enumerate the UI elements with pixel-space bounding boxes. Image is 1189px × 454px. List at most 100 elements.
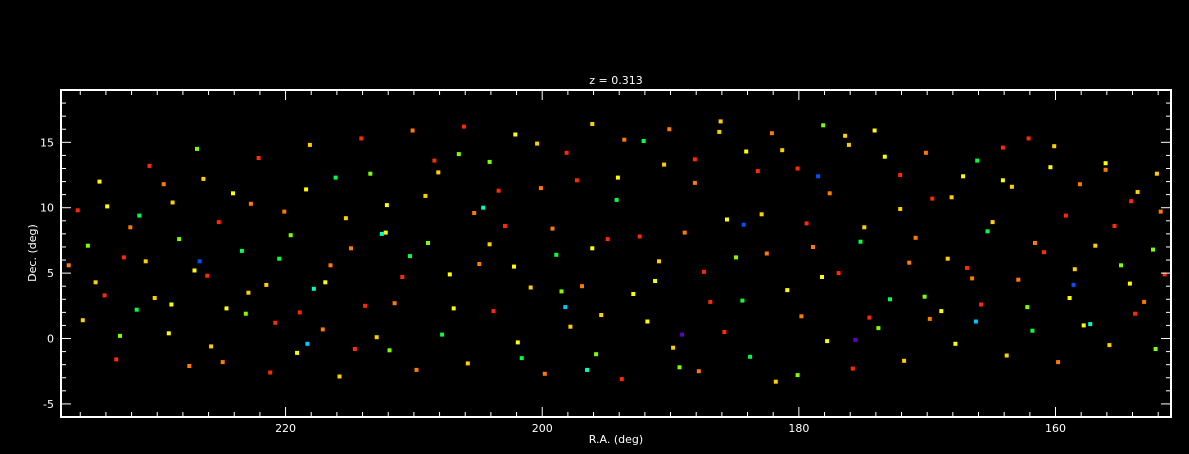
data-point (605, 237, 610, 242)
data-point (295, 350, 300, 355)
data-point (349, 246, 353, 251)
data-point (662, 162, 667, 167)
data-point (496, 188, 501, 193)
data-point (619, 377, 624, 382)
data-point (134, 307, 139, 312)
data-point (1133, 311, 1138, 316)
data-point (105, 204, 110, 209)
data-point (1030, 328, 1035, 333)
data-point (850, 366, 855, 371)
data-point (66, 263, 71, 268)
data-point (722, 330, 727, 334)
data-point (741, 222, 746, 227)
data-point (243, 311, 248, 316)
data-point (465, 361, 470, 366)
data-point (320, 327, 325, 332)
data-point (128, 225, 133, 230)
chart-title: z = 0.313 (589, 74, 642, 87)
y-tick-label: -5 (43, 398, 54, 411)
data-point (867, 315, 872, 320)
data-point (408, 254, 412, 259)
data-point (939, 309, 944, 314)
data-point (696, 369, 701, 374)
data-point (166, 331, 171, 336)
data-point (337, 374, 342, 379)
data-point (205, 273, 210, 278)
data-point (224, 306, 229, 311)
data-point (671, 345, 676, 350)
data-point (1042, 250, 1046, 255)
data-point (1033, 241, 1037, 245)
data-point (785, 288, 790, 293)
data-point (953, 341, 958, 346)
data-point (740, 298, 745, 303)
data-point (1107, 343, 1112, 348)
data-point (876, 326, 881, 331)
data-point (820, 275, 824, 279)
data-point (1026, 136, 1031, 141)
data-point (423, 193, 428, 198)
data-point (374, 335, 379, 340)
data-point (641, 139, 646, 143)
data-point (1135, 190, 1140, 194)
data-point (432, 158, 437, 163)
data-point (585, 367, 590, 372)
data-point (118, 333, 122, 338)
data-point (559, 289, 564, 294)
data-point (1088, 322, 1093, 327)
data-point (515, 340, 520, 345)
data-point (477, 262, 482, 266)
data-point (554, 252, 559, 257)
data-point (447, 272, 452, 277)
data-point (590, 122, 595, 126)
data-point (888, 297, 892, 302)
data-point (451, 306, 456, 311)
x-tick-label: 160 (1045, 422, 1066, 435)
x-tick-label: 200 (532, 422, 553, 435)
data-point (692, 157, 697, 162)
data-point (846, 142, 851, 147)
data-point (725, 217, 729, 222)
data-point (80, 318, 85, 323)
data-point (755, 169, 760, 174)
data-point (1142, 299, 1147, 304)
data-point (268, 370, 273, 375)
data-point (201, 176, 206, 181)
data-point (677, 365, 682, 370)
data-point (1048, 165, 1053, 170)
data-point (1025, 305, 1030, 310)
data-point (170, 200, 175, 205)
data-point (1009, 184, 1014, 189)
data-point (379, 231, 384, 236)
data-point (843, 133, 848, 138)
data-point (985, 229, 990, 234)
data-point (898, 173, 903, 177)
data-point (503, 224, 507, 228)
data-point (121, 255, 126, 260)
data-point (359, 136, 364, 141)
data-point (239, 248, 244, 253)
data-point (152, 296, 157, 300)
data-point (718, 119, 723, 124)
data-point (304, 187, 309, 192)
tick-labels: 220 200 180 160 -5 0 5 10 15 (40, 136, 1066, 435)
data-point (1151, 247, 1155, 252)
data-point (273, 320, 278, 325)
data-point (472, 211, 477, 215)
data-point (248, 201, 253, 206)
data-point (748, 354, 753, 359)
data-point (102, 293, 107, 298)
data-point (965, 265, 969, 270)
data-point (825, 339, 830, 344)
data-point (827, 191, 832, 196)
data-point (759, 212, 764, 217)
data-point (927, 316, 932, 321)
data-point (519, 356, 524, 361)
data-point (979, 302, 984, 307)
data-point (907, 260, 912, 265)
plot-frame (60, 89, 1172, 418)
data-point (333, 175, 338, 180)
data-point (594, 352, 599, 357)
